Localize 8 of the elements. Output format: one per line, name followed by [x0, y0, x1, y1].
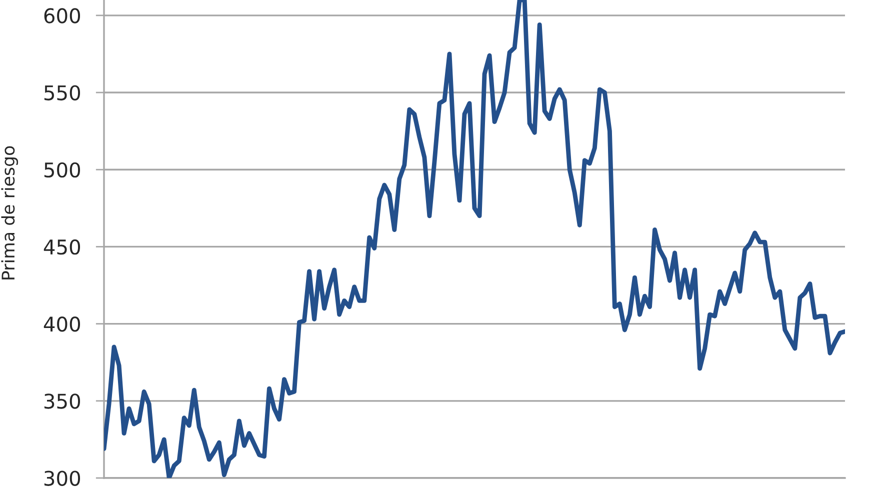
y-tick-label: 550 [44, 85, 80, 100]
y-tick-label: 300 [44, 470, 80, 486]
y-tick-label: 400 [44, 316, 80, 332]
y-axis-title: Prima de riesgo [1, 146, 18, 280]
y-tick-label: 350 [44, 394, 80, 409]
y-tick-label: 600 [44, 8, 80, 24]
y-tick-label: 500 [44, 162, 80, 178]
y-tick-label: 450 [44, 239, 80, 255]
